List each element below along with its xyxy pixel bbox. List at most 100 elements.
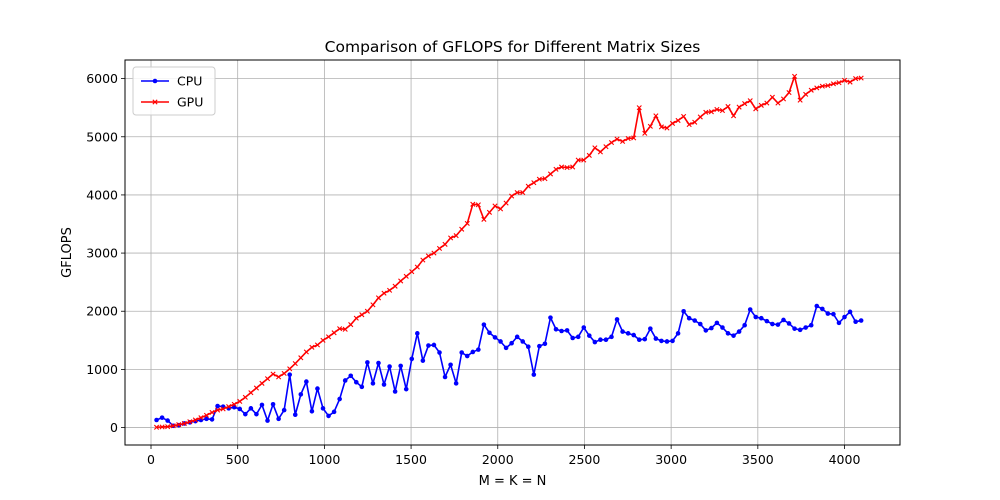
- y-tick-label: 0: [110, 420, 118, 435]
- data-point-gpu: [431, 250, 437, 256]
- data-point-cpu: [415, 331, 420, 336]
- x-tick-label: 1500: [395, 452, 427, 467]
- data-point-gpu: [730, 113, 737, 119]
- data-point-cpu: [514, 334, 520, 340]
- data-point-cpu: [476, 347, 481, 352]
- data-point-cpu: [209, 417, 215, 422]
- data-point-gpu: [214, 407, 221, 413]
- data-point-cpu: [503, 345, 509, 351]
- data-point-gpu: [753, 106, 759, 112]
- data-point-gpu: [398, 278, 404, 284]
- data-point-gpu: [509, 193, 515, 199]
- plot-frame: [124, 59, 901, 446]
- data-point-cpu: [581, 325, 587, 330]
- data-point-gpu: [708, 109, 714, 115]
- data-point-cpu: [686, 315, 692, 321]
- data-point-gpu: [192, 417, 198, 423]
- data-point-cpu: [725, 331, 731, 336]
- data-point-cpu: [437, 350, 442, 355]
- data-point-gpu: [719, 108, 726, 114]
- data-point-gpu: [170, 423, 176, 429]
- data-point-gpu: [342, 326, 348, 332]
- data-point-cpu: [453, 381, 459, 386]
- data-point-gpu: [242, 394, 248, 400]
- data-point-gpu: [176, 422, 182, 428]
- data-point-cpu: [348, 373, 354, 379]
- data-point-gpu: [492, 203, 498, 209]
- data-point-gpu: [642, 130, 648, 136]
- y-tick-label: 5000: [86, 129, 118, 144]
- data-point-gpu: [614, 136, 620, 142]
- data-point-gpu: [558, 164, 565, 170]
- data-point-gpu: [841, 77, 848, 83]
- data-point-cpu: [359, 384, 365, 390]
- data-point-gpu: [281, 370, 287, 377]
- data-point-gpu: [159, 424, 165, 430]
- data-point-gpu: [747, 98, 753, 104]
- data-point-gpu: [758, 102, 764, 108]
- data-point-gpu: [353, 315, 359, 321]
- legend-marker-gpu: [152, 99, 158, 105]
- data-point-cpu: [625, 331, 631, 336]
- data-point-gpu: [375, 295, 382, 301]
- y-tick-label: 3000: [86, 246, 118, 261]
- data-point-cpu: [442, 374, 448, 380]
- data-point-gpu: [786, 89, 792, 96]
- data-point-gpu: [742, 101, 748, 107]
- data-point-cpu: [775, 322, 781, 327]
- data-point-cpu: [559, 328, 564, 334]
- data-point-gpu: [237, 398, 243, 404]
- data-point-gpu: [220, 406, 226, 412]
- x-tick-label: 0: [147, 452, 155, 467]
- series-layer: [153, 73, 864, 430]
- x-tick-label: 2500: [569, 452, 601, 467]
- data-point-cpu: [697, 321, 703, 327]
- data-point-cpu: [847, 309, 853, 315]
- data-point-cpu: [409, 356, 415, 362]
- data-point-cpu: [675, 331, 681, 336]
- data-point-cpu: [464, 353, 470, 359]
- data-point-cpu: [270, 401, 276, 407]
- data-point-gpu: [830, 81, 837, 87]
- data-point-cpu: [381, 382, 387, 387]
- x-tick-label: 3500: [742, 452, 774, 467]
- data-point-cpu: [620, 329, 625, 334]
- data-point-gpu: [819, 83, 825, 89]
- data-point-cpu: [520, 339, 526, 344]
- legend: CPU GPU: [132, 66, 216, 116]
- data-point-cpu: [858, 318, 864, 323]
- data-point-gpu: [276, 374, 282, 380]
- data-point-gpu: [298, 355, 304, 361]
- data-point-cpu: [714, 320, 720, 326]
- data-point-gpu: [664, 125, 670, 131]
- legend-entry-gpu: GPU: [141, 95, 203, 110]
- data-point-cpu: [736, 329, 742, 334]
- data-point-cpu: [309, 408, 315, 414]
- data-point-gpu: [165, 424, 171, 430]
- data-point-cpu: [259, 402, 265, 408]
- data-point-gpu: [309, 344, 315, 350]
- data-point-cpu: [836, 320, 842, 326]
- legend-marker-cpu: [152, 78, 158, 84]
- data-point-cpu: [342, 378, 348, 383]
- data-point-gpu: [231, 401, 237, 407]
- data-point-cpu: [603, 337, 609, 343]
- data-point-gpu: [303, 349, 309, 355]
- data-point-cpu: [747, 307, 753, 312]
- y-tick-label: 6000: [86, 71, 118, 86]
- data-point-cpu: [376, 360, 381, 366]
- data-point-gpu: [542, 176, 548, 182]
- data-point-gpu: [780, 96, 787, 102]
- data-point-cpu: [470, 349, 476, 355]
- data-point-cpu: [320, 406, 326, 411]
- data-point-gpu: [420, 257, 426, 263]
- data-point-gpu: [725, 103, 731, 110]
- data-point-cpu: [570, 335, 575, 341]
- legend-entry-cpu: CPU: [141, 74, 202, 89]
- data-point-cpu: [337, 396, 342, 402]
- data-point-gpu: [475, 202, 481, 208]
- data-point-cpu: [398, 363, 403, 369]
- series-cpu: [154, 303, 864, 429]
- data-point-gpu: [547, 171, 554, 177]
